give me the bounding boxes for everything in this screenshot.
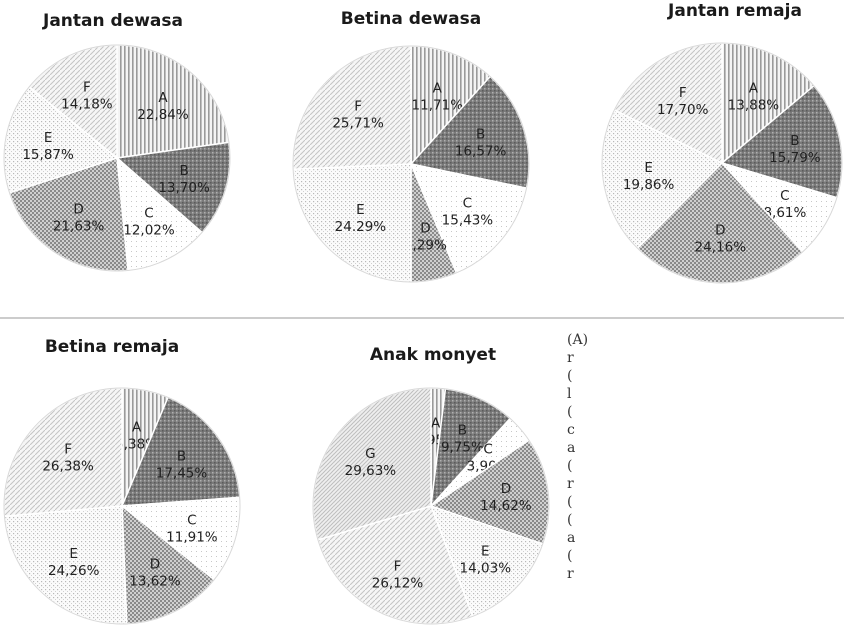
slice-value-label: 29,63% bbox=[345, 463, 397, 479]
slice-value-label: 14,62% bbox=[480, 498, 532, 514]
slice-value-label: 13,88% bbox=[728, 98, 780, 114]
slice-category-label: E bbox=[481, 544, 490, 560]
slice-category-label: E bbox=[356, 202, 365, 218]
chart-title: Jantan remaja bbox=[667, 1, 802, 21]
slice-value-label: 24.29% bbox=[335, 219, 387, 235]
slice-value-label: 15,43% bbox=[442, 213, 494, 229]
slice-value-label: 15,79% bbox=[769, 150, 821, 166]
side-text-line: l bbox=[567, 386, 572, 402]
side-text-cover bbox=[578, 350, 844, 631]
slice-value-label: 22,84% bbox=[137, 107, 189, 123]
pie-outline bbox=[312, 387, 550, 625]
side-text-line: ( bbox=[567, 368, 573, 384]
slice-value-label: 21,63% bbox=[53, 219, 105, 235]
slice-value-label: 11,91% bbox=[166, 530, 218, 546]
side-text-line: ( bbox=[567, 548, 573, 564]
slice-category-label: A bbox=[433, 81, 443, 97]
slice-category-label: D bbox=[420, 221, 430, 237]
side-text-line: (A) bbox=[567, 332, 589, 348]
slice-category-label: F bbox=[83, 80, 91, 96]
pie-chart-jantan-remaja: Jantan remaja A13,88% B15,79% C8,61% D24,16%… bbox=[601, 1, 843, 284]
slice-value-label: 9,75% bbox=[441, 439, 484, 455]
slice-category-label: A bbox=[158, 90, 168, 106]
slice-value-label: 17,70% bbox=[657, 102, 709, 118]
slice-category-label: E bbox=[644, 160, 653, 176]
slice-value-label: 25,71% bbox=[332, 115, 384, 131]
side-text-line: ( bbox=[567, 458, 573, 474]
slice-category-label: E bbox=[44, 130, 53, 146]
slice-category-label: A bbox=[749, 81, 759, 97]
pie-slice-a bbox=[116, 44, 230, 159]
slice-category-label: F bbox=[394, 559, 402, 575]
pie-outline bbox=[3, 44, 231, 272]
slice-category-label: F bbox=[679, 85, 687, 101]
side-text-line: a bbox=[567, 440, 576, 456]
side-text-line: ( bbox=[567, 404, 573, 420]
slice-category-label: D bbox=[73, 202, 83, 218]
chart-title: Betina dewasa bbox=[341, 9, 481, 29]
slice-category-label: B bbox=[179, 163, 188, 179]
slice-value-label: 14,18% bbox=[61, 97, 113, 113]
side-text-fragment: (A) r(l(c a(r((a(r bbox=[567, 331, 844, 631]
slice-category-label: D bbox=[501, 481, 511, 497]
slice-value-label: 15,87% bbox=[22, 147, 74, 163]
side-text-line: ( bbox=[567, 512, 573, 528]
pie-chart-betina-dewasa: Betina dewasa A11,71% B16,57% C15,43% D6,29%… bbox=[292, 9, 530, 283]
side-text-line: c bbox=[567, 422, 575, 438]
pie-outline bbox=[601, 42, 843, 284]
slice-category-label: A bbox=[431, 416, 441, 432]
side-text-line: r bbox=[567, 566, 574, 582]
pie-slice-f bbox=[292, 45, 412, 171]
slice-value-label: 14,03% bbox=[460, 561, 512, 577]
slice-category-label: C bbox=[483, 442, 492, 458]
slice-value-label: 8,61% bbox=[763, 205, 806, 221]
pie-outline bbox=[292, 45, 530, 283]
slice-category-label: C bbox=[187, 513, 196, 529]
slice-value-label: 17,45% bbox=[156, 465, 208, 481]
chart-title: Jantan dewasa bbox=[42, 11, 183, 31]
slice-value-label: 12,02% bbox=[123, 222, 175, 238]
slice-category-label: E bbox=[69, 546, 78, 562]
slice-category-label: C bbox=[780, 188, 789, 204]
slice-category-label: B bbox=[458, 422, 467, 438]
pie-slice-f bbox=[3, 387, 123, 518]
slice-category-label: B bbox=[476, 126, 485, 142]
side-text-line: a bbox=[567, 530, 576, 546]
side-text-line: r bbox=[567, 350, 574, 366]
chart-title: Betina remaja bbox=[45, 337, 179, 357]
slice-category-label: A bbox=[132, 419, 142, 435]
slice-value-label: 26,12% bbox=[372, 576, 424, 592]
slice-category-label: B bbox=[790, 133, 799, 149]
pie-chart-betina-remaja: Betina remajaA6,38%B17,45%C11,91%D13,62%… bbox=[3, 337, 241, 625]
chart-title: Anak monyet bbox=[370, 345, 496, 365]
side-text-line: ( bbox=[567, 494, 573, 510]
slice-value-label: 11,71% bbox=[412, 98, 464, 114]
slice-value-label: 24,16% bbox=[695, 239, 747, 255]
slice-value-label: 19,86% bbox=[623, 177, 675, 193]
side-text-line: r bbox=[567, 476, 574, 492]
slice-value-label: 24,26% bbox=[48, 563, 100, 579]
pie-chart-jantan-dewasa: Jantan dewasa A22,84% B13,70% C12,02% D21,63… bbox=[3, 11, 231, 272]
slice-category-label: G bbox=[365, 446, 375, 462]
pie-outline bbox=[3, 387, 241, 625]
slice-category-label: D bbox=[150, 556, 160, 572]
slice-category-label: C bbox=[144, 205, 153, 221]
slice-category-label: D bbox=[715, 222, 725, 238]
slice-category-label: F bbox=[354, 98, 362, 114]
slice-value-label: 26,38% bbox=[42, 459, 94, 475]
slice-category-label: C bbox=[463, 196, 472, 212]
slice-category-label: B bbox=[177, 448, 186, 464]
slice-value-label: 13,70% bbox=[158, 180, 210, 196]
slice-category-label: F bbox=[64, 442, 72, 458]
slice-value-label: 13,62% bbox=[129, 573, 181, 589]
slice-value-label: 16,57% bbox=[455, 143, 507, 159]
slice-value-label: 6,29% bbox=[404, 238, 447, 254]
